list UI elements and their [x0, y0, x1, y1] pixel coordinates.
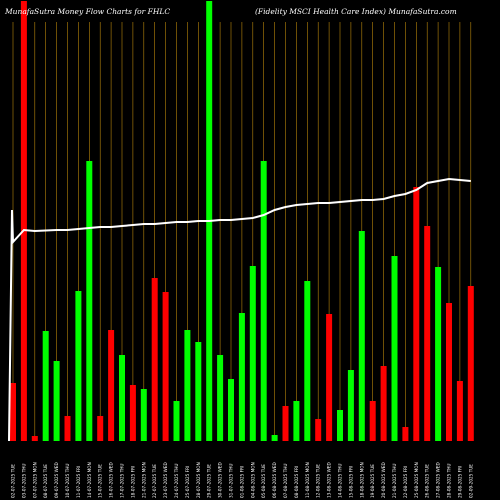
volume-bar — [293, 401, 300, 441]
volume-bar — [413, 187, 420, 441]
x-tick-label: 13-08-2025 WED — [327, 462, 332, 498]
x-tick-label: 23-07-2025 WED — [163, 462, 168, 498]
x-tick-label: 25-07-2025 FRI — [185, 466, 190, 498]
volume-bar — [75, 291, 82, 441]
x-tick-label: 14-08-2025 THU — [338, 464, 343, 498]
volume-bar — [271, 435, 278, 441]
x-tick-label: 12-08-2025 TUE — [316, 464, 321, 498]
volume-bar — [217, 355, 224, 441]
x-tick-label: 04-08-2025 MON — [250, 462, 255, 498]
chart-title-right: (Fidelity MSCI Health Care Index) Munafa… — [255, 7, 457, 16]
x-tick-label: 02-07-2025 TUE — [11, 464, 16, 498]
x-tick-label: 07-08-2025 THU — [283, 464, 288, 498]
x-tick-label: 28-07-2025 MON — [196, 462, 201, 498]
chart-title-left: MunafaSutra Money Flow Charts for FHLC — [4, 7, 170, 16]
volume-bar — [456, 381, 463, 441]
volume-bar — [184, 330, 191, 441]
volume-bar — [446, 303, 452, 441]
volume-bar — [304, 281, 311, 441]
x-tick-label: 21-08-2025 THU — [392, 464, 397, 498]
volume-bar — [10, 383, 16, 441]
x-axis-tick-labels: 02-07-2025 TUE 03-07-2025 THU 07-07-2025 M… — [11, 462, 474, 498]
volume-bar — [238, 313, 245, 441]
volume-bar — [228, 379, 234, 441]
volume-bar — [402, 427, 409, 441]
x-tick-label: 08-08-2025 FRI — [294, 466, 299, 498]
x-tick-label: 21-07-2025 MON — [141, 462, 146, 498]
volume-bar — [380, 366, 387, 441]
volume-bar — [249, 266, 256, 441]
volume-bar — [129, 385, 136, 441]
volume-bar — [64, 416, 71, 441]
volume-bar — [86, 161, 93, 441]
x-tick-label: 05-08-2025 TUE — [261, 464, 266, 498]
x-tick-label: 18-08-2025 MON — [359, 462, 364, 498]
price-line-series — [8, 177, 471, 442]
x-tick-label: 11-08-2025 MON — [305, 462, 310, 498]
x-tick-label: 29-08-2025 FRI — [457, 466, 462, 498]
x-tick-label: 25-08-2025 MON — [414, 462, 419, 498]
x-tick-label: 08-07-2025 TUE — [43, 464, 48, 498]
x-tick-label: 06-08-2025 WED — [272, 462, 277, 498]
x-tick-label: 29-07-2025 TUE — [207, 464, 212, 498]
x-tick-label: 07-07-2025 MON — [32, 462, 37, 498]
x-tick-label: 18-07-2025 FRI — [130, 466, 135, 498]
volume-bar — [108, 330, 115, 441]
volume-bar — [424, 226, 431, 441]
volume-bar — [140, 389, 147, 441]
volume-bar — [162, 292, 169, 441]
volume-bar — [42, 331, 49, 441]
volume-bar — [391, 256, 398, 441]
x-tick-label: 16-07-2025 WED — [109, 462, 114, 498]
x-tick-label: 15-07-2025 TUE — [98, 464, 103, 498]
x-tick-label: 22-08-2025 FRI — [403, 466, 408, 498]
volume-bar — [97, 416, 104, 441]
x-tick-label: 02-09-2025 TUE — [468, 464, 473, 498]
x-tick-label: 27-08-2025 WED — [436, 462, 441, 498]
volume-bar — [31, 436, 38, 441]
x-tick-label: 03-07-2025 THU — [21, 464, 26, 498]
x-tick-label: 15-08-2025 FRI — [348, 466, 353, 498]
volume-bar — [435, 267, 442, 441]
x-tick-label: 26-08-2025 TUE — [425, 464, 430, 498]
x-tick-label: 19-08-2025 TUE — [370, 464, 375, 498]
x-tick-label: 24-07-2025 THU — [174, 464, 179, 498]
x-tick-label: 01-08-2025 FRI — [239, 466, 244, 498]
x-tick-label: 31-07-2025 THU — [229, 464, 234, 498]
volume-bar — [315, 419, 322, 441]
x-tick-label: 22-07-2025 TUE — [152, 464, 157, 498]
x-tick-label: 17-07-2025 THU — [120, 464, 125, 498]
volume-bar — [467, 286, 474, 441]
volume-bar — [20, 1, 27, 441]
x-tick-label: 09-07-2025 WED — [54, 462, 59, 498]
volume-bar — [260, 161, 267, 441]
volume-bar — [347, 370, 354, 441]
volume-bar — [337, 410, 343, 441]
x-tick-label: 10-07-2025 THU — [65, 464, 70, 498]
volume-bar — [326, 314, 333, 441]
volume-bar — [358, 231, 365, 441]
x-tick-label: 20-08-2025 WED — [381, 462, 386, 498]
volume-bar — [369, 401, 376, 441]
x-tick-label: 11-07-2025 FRI — [76, 466, 81, 498]
volume-bar — [195, 342, 202, 441]
volume-bar — [173, 401, 180, 441]
volume-bar — [53, 361, 60, 441]
x-tick-label: 30-07-2025 WED — [218, 462, 223, 498]
x-tick-label: 14-07-2025 MON — [87, 462, 92, 498]
volume-bar — [119, 355, 125, 441]
x-tick-label: 28-08-2025 THU — [447, 464, 452, 498]
volume-bar — [282, 406, 289, 441]
volume-bar — [151, 278, 158, 441]
